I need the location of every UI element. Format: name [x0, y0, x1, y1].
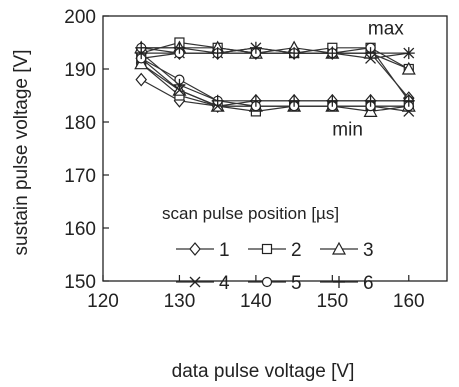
y-tick-label-190: 190 — [64, 60, 96, 81]
legend-marker-3 — [331, 241, 347, 255]
legend-marker-2 — [261, 243, 273, 255]
y-tick-label-150: 150 — [64, 272, 96, 293]
legend-item-4: 4 — [176, 273, 230, 294]
legend-label-2: 2 — [291, 240, 302, 261]
x-tick-label-150: 150 — [316, 291, 348, 312]
data-point-min-6-125 — [135, 47, 148, 60]
data-point-max-6-160 — [402, 47, 415, 60]
legend-label-6: 6 — [363, 273, 374, 294]
data-point-min-6-150 — [326, 94, 339, 107]
annotation-max: max — [368, 19, 404, 40]
y-tick-label-180: 180 — [64, 113, 96, 134]
y-tick-label-200: 200 — [64, 7, 96, 28]
data-point-max-6-130 — [173, 41, 186, 54]
series-line-max-5 — [141, 47, 410, 102]
legend-title: scan pulse position [µs] — [162, 204, 339, 223]
data-point-min-6-140 — [249, 94, 262, 107]
data-point-max-6-135 — [211, 47, 224, 60]
axes: 120 130 140 150 160 150 160 170 180 190 200 data pu… — [11, 7, 448, 382]
data-point-min-6-130 — [173, 78, 186, 91]
data-point-min-1-125 — [135, 72, 148, 87]
x-tick-label-120: 120 — [87, 291, 119, 312]
x-tick-label-130: 130 — [164, 291, 196, 312]
data-point-min-6-160 — [402, 94, 415, 107]
data-point-min-6-155 — [364, 94, 377, 107]
legend-item-2: 2 — [248, 240, 302, 261]
x-tick-label-140: 140 — [240, 291, 272, 312]
legend-marker-4 — [189, 276, 201, 288]
annotations: max min — [332, 19, 404, 141]
legend-marker-5 — [261, 276, 273, 288]
annotation-min: min — [332, 119, 363, 140]
y-axis-label: sustain pulse voltage [V] — [11, 50, 32, 256]
legend-label-5: 5 — [291, 273, 302, 294]
series-line-min-6 — [140, 52, 409, 102]
data-point-max-6-145 — [288, 47, 301, 60]
legend-label-1: 1 — [219, 240, 230, 261]
data-point-max-6-150 — [326, 47, 339, 60]
legend-label-4: 4 — [219, 273, 230, 294]
data-point-max-6-140 — [249, 41, 262, 54]
x-axis-label: data pulse voltage [V] — [172, 361, 355, 382]
plot-area — [134, 37, 416, 118]
data-point-max-3-160 — [401, 61, 416, 75]
legend-item-6: 6 — [320, 273, 374, 294]
series-min-6 — [135, 47, 415, 107]
legend-marker-6 — [333, 276, 345, 288]
plot-frame — [102, 15, 448, 282]
x-tick-label-160: 160 — [393, 291, 425, 312]
y-tick-label-160: 160 — [64, 219, 96, 240]
y-tick-label-170: 170 — [64, 166, 96, 187]
legend-item-5: 5 — [248, 273, 302, 294]
legend: scan pulse position [µs] 1 2 3 4 5 6 — [162, 204, 374, 294]
legend-marker-1 — [189, 242, 201, 256]
data-point-min-6-135 — [211, 94, 224, 107]
legend-item-1: 1 — [176, 240, 230, 261]
series-line-min-5 — [140, 57, 409, 107]
legend-label-3: 3 — [363, 240, 374, 261]
legend-item-3: 3 — [320, 240, 374, 261]
data-point-max-6-155 — [364, 47, 377, 60]
data-point-min-6-145 — [288, 94, 301, 107]
series-line-max-6 — [141, 47, 409, 54]
